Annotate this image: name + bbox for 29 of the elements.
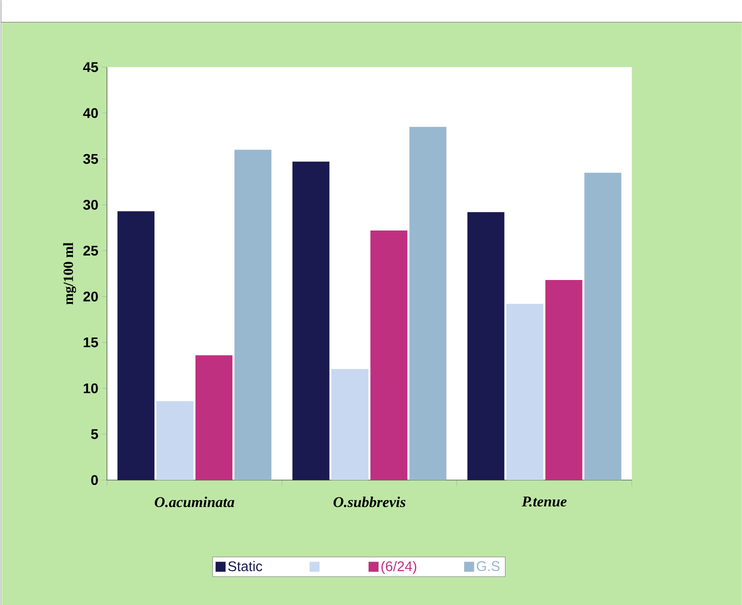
bar — [156, 401, 194, 480]
y-axis-title: mg/100 ml — [63, 242, 76, 304]
bar — [117, 211, 154, 480]
y-tick-label: 35 — [83, 154, 98, 164]
x-tick-label: O.acuminata — [154, 496, 234, 508]
y-tick-label: 25 — [83, 246, 98, 256]
y-tick-label: 20 — [83, 291, 98, 302]
bar — [545, 280, 582, 480]
legend-label: Static — [228, 560, 262, 572]
legend-label: (6/24) — [381, 560, 416, 574]
y-tick-label: 10 — [84, 383, 98, 394]
bar — [195, 355, 232, 480]
y-tick-label: 30 — [83, 200, 98, 210]
x-tick-label: P.tenue — [522, 496, 567, 507]
y-tick-label: 45 — [83, 62, 98, 72]
y-tick-label: 5 — [91, 429, 98, 439]
x-tick-label: O.subbrevis — [334, 496, 406, 508]
y-tick-label: 40 — [83, 108, 98, 118]
y-tick-label: 15 — [84, 337, 98, 348]
bar — [331, 368, 368, 480]
bar — [506, 304, 544, 480]
bar — [370, 230, 408, 480]
bar — [292, 162, 330, 480]
legend-label: G.S — [476, 561, 500, 571]
bar — [584, 172, 622, 480]
y-tick-label: 0 — [91, 474, 98, 485]
bar — [467, 212, 504, 480]
bar — [234, 150, 272, 480]
bar — [409, 126, 446, 480]
